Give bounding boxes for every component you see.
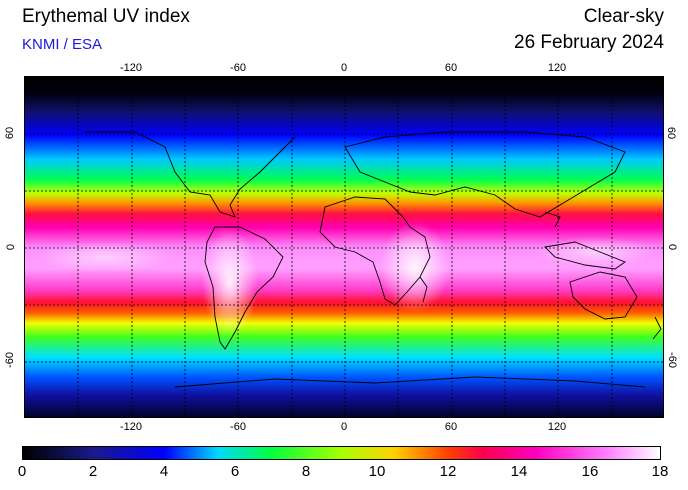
date-label: 26 February 2024	[514, 32, 664, 53]
uv-high-south-america	[202, 227, 258, 337]
uv-index-map	[24, 76, 664, 418]
lat-tick-right: -60	[665, 352, 678, 368]
lat-tick-left: -60	[3, 352, 16, 368]
uv-high-west-pacific	[535, 237, 655, 267]
lon-tick-top: -60	[230, 62, 246, 74]
colorbar-tick: 14	[510, 463, 528, 480]
lon-tick-bottom: 0	[340, 421, 348, 433]
uv-high-pacific	[35, 242, 175, 272]
colorbar-tick: 0	[17, 463, 27, 480]
coastline-new-zealand	[652, 316, 662, 340]
coastlines	[85, 131, 662, 388]
lon-tick-top: 0	[340, 62, 348, 74]
lat-tick-left: 0	[5, 243, 18, 251]
colorbar-tick: 6	[230, 463, 240, 480]
coastline-south-america	[204, 226, 284, 350]
lat-tick-left: 60	[4, 126, 17, 140]
sky-mode-label: Clear-sky	[583, 6, 664, 27]
coastline-indonesia	[544, 241, 626, 270]
graticule	[25, 77, 663, 417]
coastline-north-america	[85, 131, 296, 218]
map-title: Erythemal UV index	[22, 6, 190, 27]
coastline-antarctica	[174, 376, 646, 388]
lon-tick-top: 60	[444, 62, 458, 74]
lon-tick-bottom: 120	[547, 421, 567, 433]
coastline-eurasia	[344, 131, 626, 218]
colorbar-tick: 12	[439, 463, 457, 480]
uv-colorbar	[22, 446, 661, 460]
lat-tick-right: 60	[665, 126, 678, 140]
colorbar-tick: 4	[159, 463, 169, 480]
colorbar-tick: 18	[651, 463, 669, 480]
lon-tick-bottom: 60	[444, 421, 458, 433]
coastline-japan	[544, 211, 561, 228]
colorbar-tick: 2	[88, 463, 98, 480]
coastline-australia	[569, 271, 638, 320]
lon-tick-bottom: -120	[119, 421, 143, 433]
lat-tick-right: 0	[666, 243, 679, 251]
colorbar-tick: 8	[301, 463, 311, 480]
uv-high-africa	[380, 222, 450, 312]
coastline-madagascar	[419, 276, 428, 303]
colorbar-tick: 16	[581, 463, 599, 480]
coastline-africa	[319, 196, 431, 306]
lon-tick-top: -120	[119, 62, 143, 74]
lon-tick-top: 120	[547, 62, 567, 74]
colorbar-tick: 10	[368, 463, 386, 480]
lon-tick-bottom: -60	[230, 421, 246, 433]
source-label: KNMI / ESA	[22, 36, 103, 53]
